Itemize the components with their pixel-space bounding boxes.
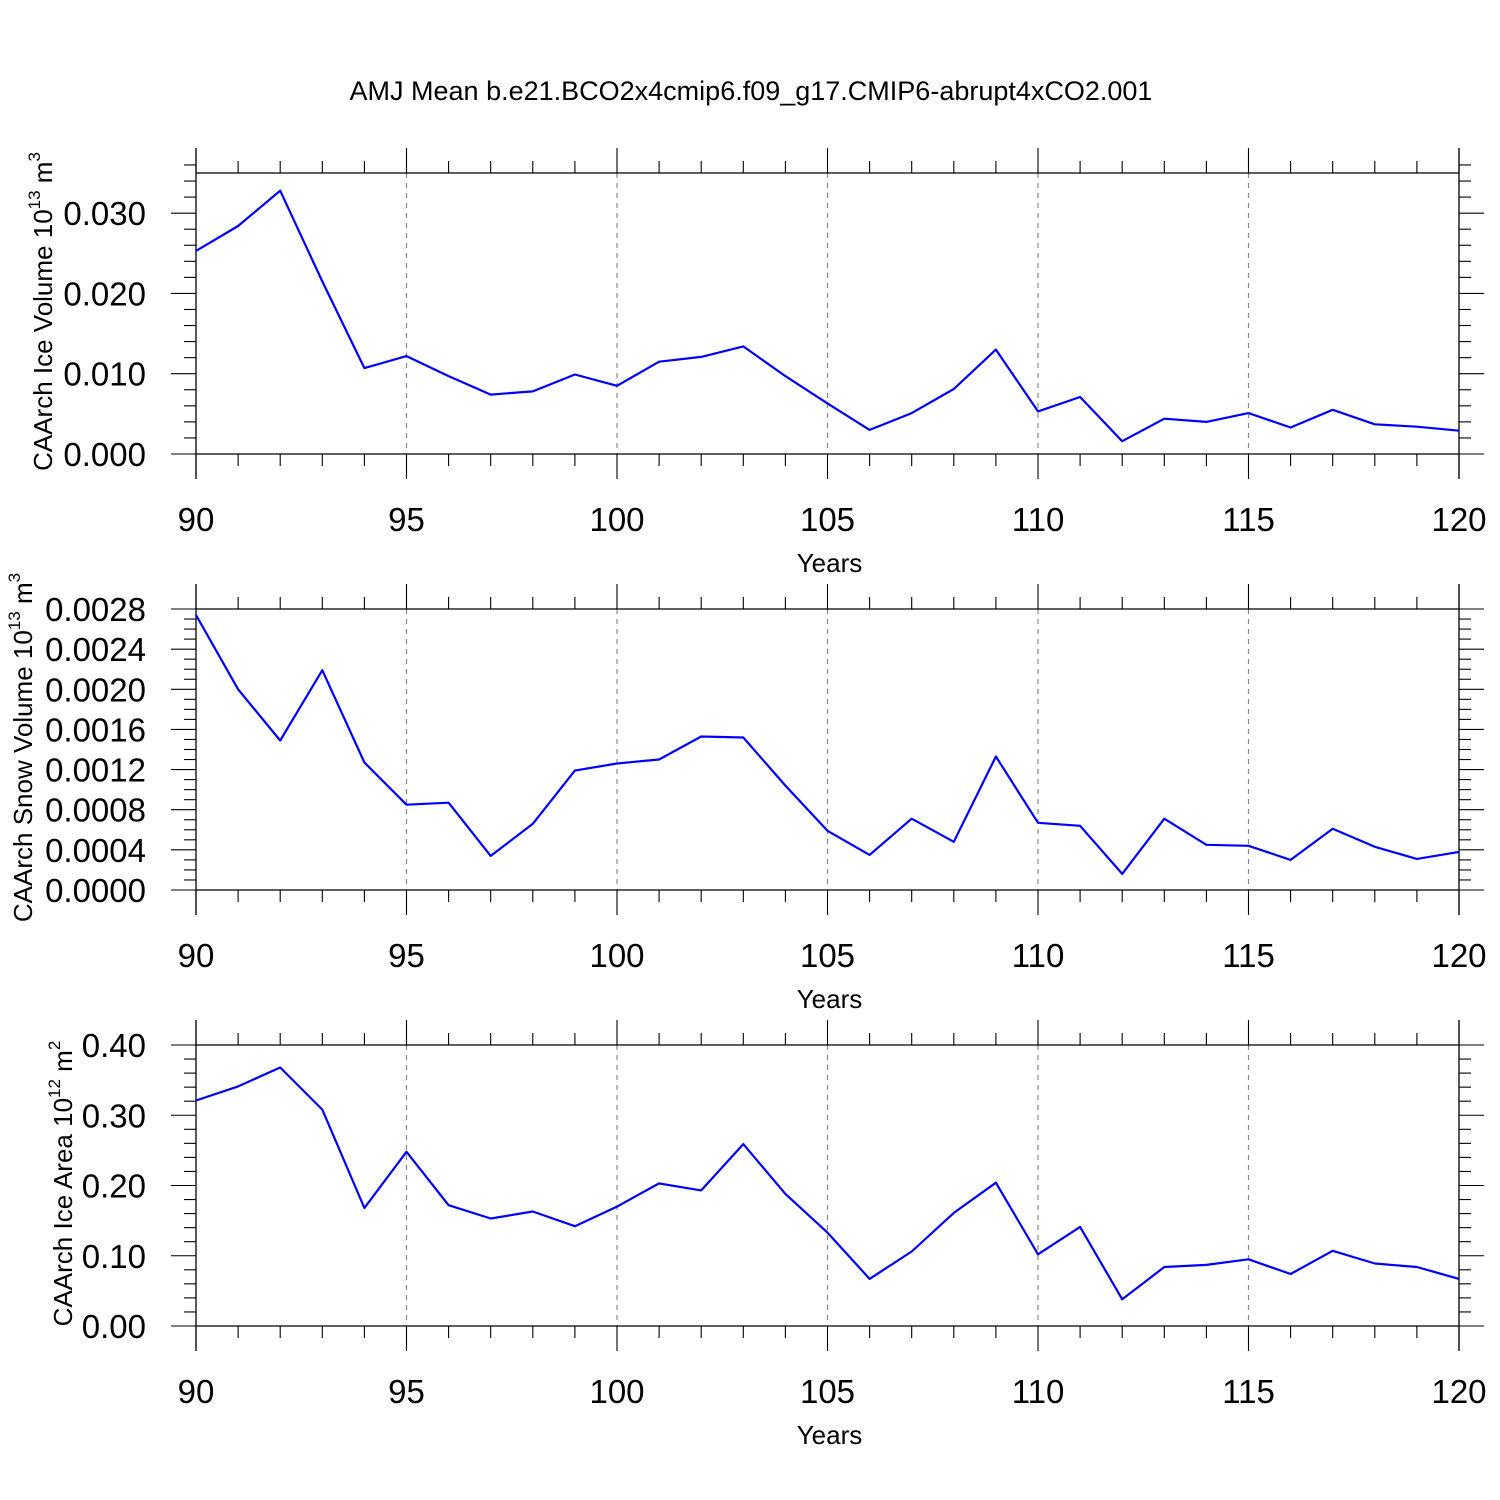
y-tick-label: 0.0016 — [45, 711, 146, 748]
x-tick-label: 120 — [1431, 501, 1486, 538]
x-tick-label: 95 — [388, 1373, 425, 1410]
x-tick-label: 110 — [1012, 501, 1065, 538]
y-axis-label: CAArch Ice Area 1012 m2 — [45, 1041, 78, 1327]
x-axis-label: Years — [797, 1420, 863, 1450]
x-tick-label: 95 — [388, 937, 425, 974]
y-tick-label: 0.030 — [63, 195, 146, 232]
x-tick-label: 110 — [1012, 937, 1065, 974]
x-tick-label: 90 — [178, 1373, 215, 1410]
x-tick-label: 115 — [1222, 937, 1275, 974]
y-tick-label: 0.0028 — [45, 591, 146, 628]
y-tick-label: 0.00 — [82, 1308, 146, 1345]
series-line — [195, 189, 1460, 443]
y-tick-label: 0.0008 — [45, 792, 146, 829]
x-tick-label: 105 — [800, 1373, 855, 1410]
panel-3: 90 95 100 105 110 115 120 0.00 0.10 0.20 0.30 0.40 Y… — [45, 1020, 1487, 1450]
y-tick-label: 0.0004 — [45, 832, 146, 869]
x-tick-label: 120 — [1431, 937, 1486, 974]
y-tick-label: 0.0024 — [45, 631, 146, 668]
y-axis-label-text: CAArch Snow Volume 10 — [8, 630, 38, 922]
y-axis-label-exponent: 13 — [25, 190, 44, 209]
x-tick-label: 90 — [178, 501, 215, 538]
x-tick-label: 110 — [1012, 1373, 1065, 1410]
x-tick-label: 115 — [1222, 501, 1275, 538]
chart-title: AMJ Mean b.e21.BCO2x4cmip6.f09_g17.CMIP6… — [350, 76, 1153, 106]
y-tick-label: 0.020 — [63, 275, 146, 312]
panels: 90 95 100 105 110 115 120 0.000 0.010 0.020 0.030 Y… — [5, 148, 1487, 1450]
y-axis-label-unit-exponent: 3 — [5, 573, 24, 582]
y-axis-label: CAArch Snow Volume 1013 m3 — [5, 573, 38, 922]
x-axis-label: Years — [797, 984, 863, 1014]
y-axis-label-unit-exponent: 2 — [45, 1041, 64, 1050]
series-line — [195, 1066, 1460, 1301]
x-tick-label: 105 — [800, 937, 855, 974]
x-tick-label: 90 — [178, 937, 215, 974]
x-axis-label: Years — [797, 548, 863, 578]
y-axis-label-text: CAArch Ice Volume 10 — [28, 209, 58, 471]
y-tick-label: 0.010 — [63, 356, 146, 393]
x-tick-label: 100 — [589, 501, 644, 538]
y-tick-label: 0.20 — [82, 1168, 146, 1205]
y-tick-label: 0.0020 — [45, 671, 146, 708]
x-tick-label: 115 — [1222, 1373, 1275, 1410]
y-tick-label: 0.0012 — [45, 752, 146, 789]
y-tick-label: 0.30 — [82, 1097, 146, 1134]
y-axis-label: CAArch Ice Volume 1013 m3 — [25, 152, 58, 471]
y-axis-label-exponent: 12 — [45, 1079, 64, 1098]
y-axis-label-text: CAArch Ice Area 10 — [48, 1098, 78, 1326]
y-tick-label: 0.000 — [63, 436, 146, 473]
panel-2: 90 95 100 105 110 115 1200.00000.00040.00080.0… — [5, 573, 1487, 1014]
y-axis-label-unit: m — [48, 1050, 78, 1079]
x-tick-label: 95 — [388, 501, 425, 538]
y-tick-label: 0.40 — [82, 1027, 146, 1064]
y-axis-label-unit: m — [28, 162, 58, 191]
y-axis-label-unit: m — [8, 582, 38, 611]
y-axis-label-exponent: 13 — [5, 611, 24, 630]
y-tick-label: 0.10 — [82, 1238, 146, 1275]
x-tick-label: 100 — [589, 937, 644, 974]
x-tick-label: 100 — [589, 1373, 644, 1410]
y-axis-label-unit-exponent: 3 — [25, 152, 44, 161]
x-tick-label: 120 — [1431, 1373, 1486, 1410]
y-tick-label: 0.0000 — [45, 872, 146, 909]
x-tick-label: 105 — [800, 501, 855, 538]
panel-1: 90 95 100 105 110 115 120 0.000 0.010 0.020 0.030 Y… — [25, 148, 1487, 578]
